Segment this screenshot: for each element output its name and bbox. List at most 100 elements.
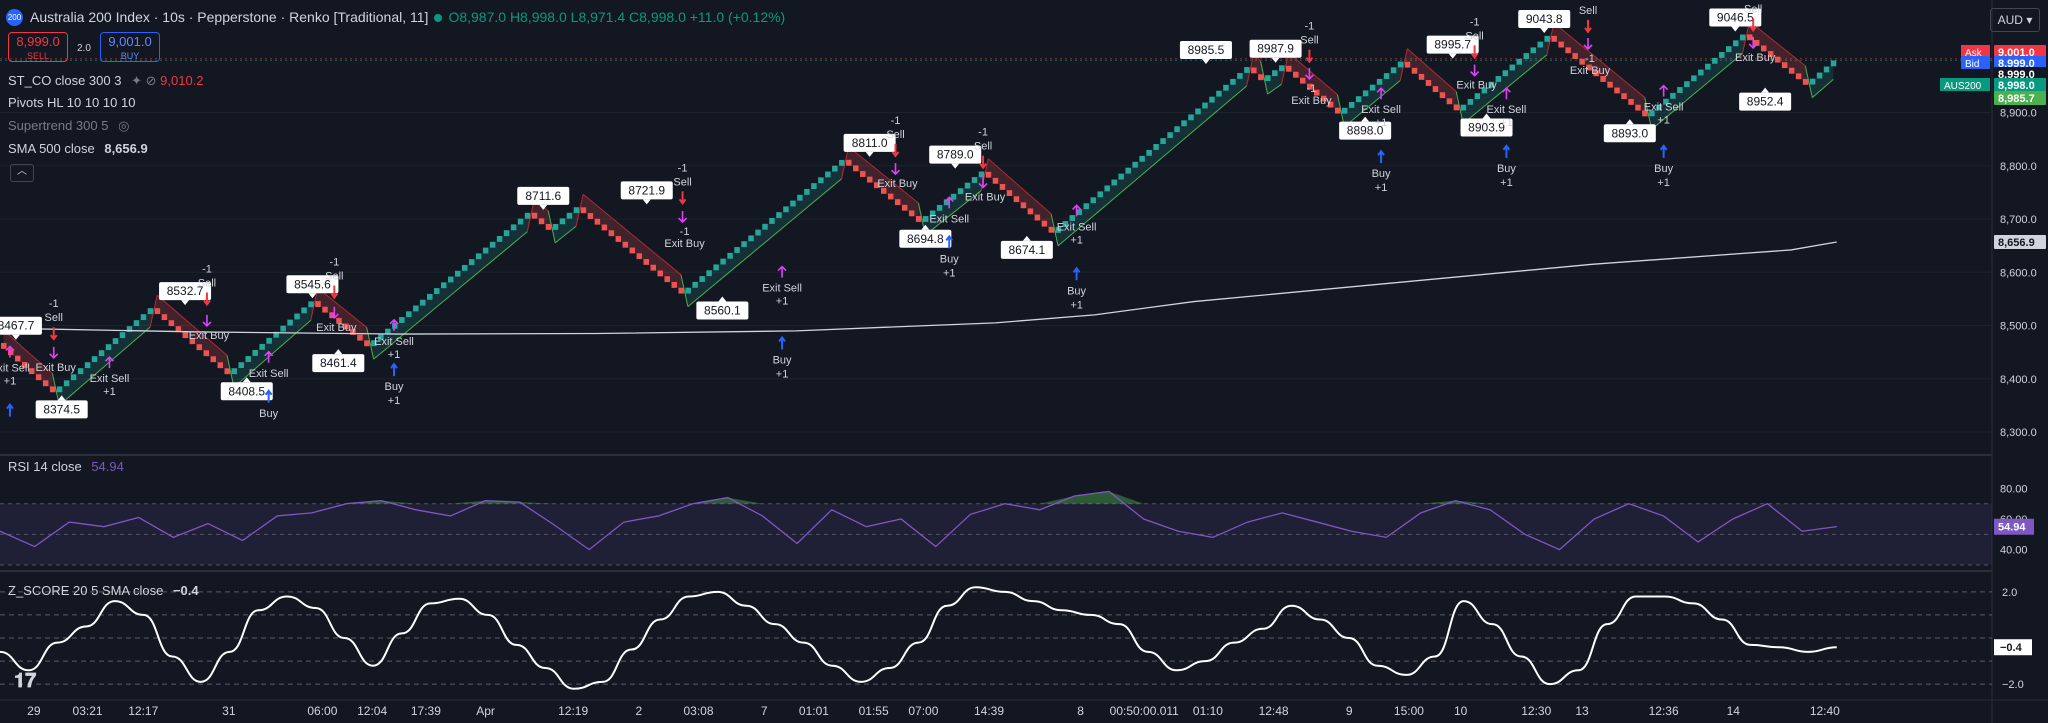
supertrend-line <box>680 274 689 307</box>
renko-brick <box>161 314 168 321</box>
sell-arrow-icon <box>979 155 987 170</box>
renko-brick <box>49 386 56 393</box>
supertrend-line <box>450 289 458 296</box>
price-badge: 8,985.7 <box>1994 91 2046 105</box>
renko-brick <box>105 344 112 351</box>
supertrend-line <box>1211 109 1220 116</box>
supertrend-line <box>1413 54 1422 62</box>
signal-sell: Sell -1 <box>1579 0 1597 34</box>
renko-brick <box>706 270 712 277</box>
buy-arrow-icon <box>264 389 273 403</box>
pivot-label-box <box>1460 118 1513 137</box>
supertrend-line <box>666 262 675 270</box>
pivot-label-pointer <box>921 224 930 230</box>
renko-brick <box>1251 67 1257 74</box>
renko-brick <box>804 188 810 195</box>
symbol-legend[interactable]: Australia 200 Index · 10s · Pepperstone … <box>30 9 785 25</box>
x-tick-label: 9 <box>1346 704 1353 718</box>
signal-text: Exit Sell <box>1361 104 1401 116</box>
zscore-tick-label: 2.0 <box>2002 587 2017 599</box>
supertrend-line <box>617 222 626 230</box>
supertrend-line <box>966 195 975 202</box>
x-tick-label: 01:10 <box>1193 704 1223 718</box>
supertrend-line <box>624 228 633 235</box>
indicator-supertrend[interactable]: Supertrend 300 5 ◎ <box>8 118 129 134</box>
renko-brick <box>594 218 601 225</box>
supertrend-line <box>820 190 828 197</box>
supertrend-line <box>1001 170 1010 178</box>
supertrend-line <box>778 224 787 232</box>
sell-button[interactable]: 8,999.0 SELL <box>8 32 68 62</box>
signal-text: Sell <box>673 176 691 188</box>
renko-brick <box>1160 138 1166 144</box>
currency-select[interactable]: AUD ▾ <box>1990 8 2040 32</box>
indicator-zscore[interactable]: Z_SCORE 20 5 SMA close −0.4 <box>8 583 199 598</box>
renko-brick <box>1523 53 1529 59</box>
supertrend-line <box>163 300 172 308</box>
supertrend-line <box>1791 54 1799 61</box>
indicator-st-co[interactable]: ST_CO close 300 3 ✦ ⊘ 9,010.2 <box>8 73 204 89</box>
supertrend-line <box>1518 71 1527 79</box>
supertrend-line <box>1665 111 1673 119</box>
renko-brick <box>420 299 426 306</box>
signal-text: +1 <box>388 349 401 361</box>
supertrend-line <box>701 288 710 296</box>
pivot-label: 8811.0 <box>843 133 896 157</box>
supertrend-line <box>212 342 221 350</box>
signal-text: +1 <box>1657 115 1670 127</box>
indicator-sma[interactable]: SMA 500 close 8,656.9 <box>8 141 148 156</box>
eye-off-icon[interactable]: ◎ <box>118 118 130 133</box>
supertrend-line <box>582 193 591 201</box>
signal-exit_buy: Exit Buy <box>316 306 357 334</box>
settings-icon[interactable]: ✦ <box>131 73 142 88</box>
renko-brick <box>1586 64 1592 71</box>
renko-brick <box>126 326 133 333</box>
x-tick-label: Apr <box>476 704 495 718</box>
supertrend-line <box>575 194 584 227</box>
renko-brick <box>1495 76 1502 82</box>
renko-brick <box>1048 226 1055 233</box>
signal-text: +1 <box>103 386 116 398</box>
supertrend-line <box>142 326 151 334</box>
renko-brick <box>1418 73 1425 80</box>
supertrend-line <box>1169 144 1178 152</box>
hide-icon[interactable]: ⊘ <box>145 73 157 88</box>
renko-brick <box>894 199 901 206</box>
symbol-logo-icon: 200 <box>6 9 23 26</box>
supertrend-line <box>170 306 179 314</box>
pivot-label-pointer <box>1625 119 1634 125</box>
signal-exit_sell: Exit Sell+1 <box>762 265 802 308</box>
collapse-legend-icon[interactable]: ︿ <box>10 164 34 182</box>
signal-exit_sell: Exit Sell+1 <box>1361 87 1401 129</box>
supertrend-line <box>373 352 381 360</box>
x-tick-label: 07:00 <box>908 704 938 718</box>
renko-brick <box>1746 34 1753 41</box>
supertrend-line <box>841 146 850 179</box>
renko-brick <box>42 380 49 387</box>
buy-button[interactable]: 9,001.0 BUY <box>100 32 160 62</box>
renko-brick <box>573 207 580 214</box>
supertrend-line <box>1532 60 1541 67</box>
supertrend-line <box>471 271 479 279</box>
symbol-title[interactable]: Australia 200 Index · 10s · Pepperstone … <box>30 9 429 25</box>
indicator-pivots[interactable]: Pivots HL 10 10 10 10 <box>8 95 135 110</box>
rsi-overbought-fill <box>1420 500 1456 504</box>
pivot-label: 8721.9 <box>620 181 673 205</box>
supertrend-line <box>380 347 388 354</box>
x-tick-label: 12:40 <box>1810 704 1840 718</box>
renko-brick <box>734 247 740 253</box>
x-tick-label: 10 <box>1454 704 1468 718</box>
pivot-label-box <box>0 316 42 335</box>
renko-brick <box>1809 78 1816 85</box>
renko-brick <box>371 340 377 347</box>
y-tick-label: 8,300.0 <box>2000 427 2037 439</box>
signal-exit_sell: Exit Sell+1 <box>90 355 129 398</box>
indicator-rsi[interactable]: RSI 14 close 54.94 <box>8 459 124 474</box>
renko-brick <box>1767 51 1774 57</box>
renko-brick <box>322 306 328 313</box>
renko-brick <box>678 287 684 294</box>
renko-brick <box>901 204 908 211</box>
renko-brick <box>273 331 279 338</box>
